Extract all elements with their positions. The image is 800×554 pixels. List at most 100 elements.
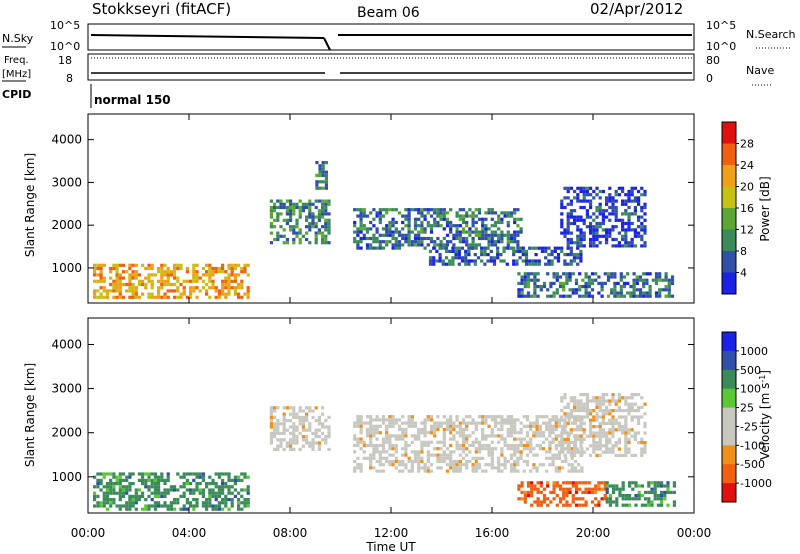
power-data-cell bbox=[643, 205, 647, 210]
velocity-data-cell bbox=[359, 447, 363, 451]
power-data-cell bbox=[490, 208, 494, 212]
power-data-cell bbox=[490, 211, 494, 215]
velocity-data-cell bbox=[640, 396, 644, 400]
velocity-data-cell bbox=[201, 472, 205, 476]
power-data-cell bbox=[362, 214, 366, 218]
velocity-data-cell bbox=[378, 463, 382, 467]
power-data-cell bbox=[426, 211, 430, 215]
power-data-cell bbox=[144, 286, 148, 290]
power-data-cell bbox=[324, 205, 328, 210]
velocity-data-cell bbox=[237, 478, 241, 482]
power-data-cell bbox=[273, 218, 277, 222]
velocity-data-cell bbox=[497, 466, 501, 470]
power-data-cell bbox=[521, 259, 525, 263]
velocity-data-cell bbox=[195, 485, 199, 489]
velocity-data-cell bbox=[598, 441, 602, 445]
velocity-data-cell bbox=[227, 485, 231, 489]
velocity-data-cell bbox=[533, 484, 537, 488]
velocity-data-cell bbox=[574, 490, 579, 494]
power-data-cell bbox=[590, 278, 595, 282]
power-data-cell bbox=[356, 240, 360, 244]
power-data-cell bbox=[465, 236, 469, 241]
velocity-data-cell bbox=[442, 450, 446, 454]
velocity-data-cell bbox=[554, 443, 558, 448]
power-data-cell bbox=[217, 289, 221, 293]
power-data-cell bbox=[461, 217, 466, 221]
velocity-data-cell bbox=[141, 475, 145, 479]
velocity-data-cell bbox=[365, 456, 370, 460]
power-data-cell bbox=[517, 288, 521, 292]
velocity-data-cell bbox=[513, 437, 517, 441]
power-data-cell bbox=[166, 282, 170, 287]
velocity-data-cell bbox=[666, 484, 670, 488]
velocity-data-cell bbox=[417, 453, 421, 457]
velocity-data-cell bbox=[563, 447, 567, 451]
power-data-cell bbox=[460, 256, 465, 260]
power-data-cell bbox=[121, 270, 126, 274]
velocity-data-cell bbox=[669, 490, 673, 494]
power-data-cell bbox=[436, 208, 440, 212]
velocity-data-cell bbox=[672, 500, 676, 504]
power-data-cell bbox=[473, 259, 477, 263]
power-data-cell bbox=[480, 253, 484, 257]
velocity-data-cell bbox=[292, 447, 296, 451]
power-data-cell bbox=[211, 273, 215, 277]
power-data-cell bbox=[285, 221, 289, 226]
power-data-cell bbox=[105, 292, 110, 296]
power-data-cell bbox=[372, 233, 376, 237]
velocity-data-cell bbox=[445, 463, 450, 467]
velocity-data-cell bbox=[150, 472, 154, 476]
power-data-cell bbox=[614, 199, 618, 203]
power-data-cell bbox=[401, 227, 405, 231]
velocity-data-cell bbox=[279, 441, 283, 445]
velocity-data-cell bbox=[617, 393, 621, 397]
power-data-cell bbox=[560, 199, 564, 203]
power-data-cell bbox=[324, 173, 328, 177]
power-data-cell bbox=[513, 208, 517, 212]
velocity-data-cell bbox=[568, 487, 572, 491]
power-data-cell bbox=[614, 189, 618, 194]
velocity-data-cell bbox=[407, 456, 411, 460]
power-data-cell bbox=[579, 259, 583, 263]
velocity-data-cell bbox=[410, 466, 414, 470]
power-data-cell bbox=[308, 228, 312, 232]
velocity-data-cell bbox=[324, 419, 328, 423]
power-data-cell bbox=[565, 294, 569, 298]
velocity-data-cell bbox=[611, 447, 615, 451]
power-data-cell bbox=[477, 236, 482, 241]
power-data-cell bbox=[375, 214, 379, 218]
power-data-cell bbox=[624, 212, 628, 216]
power-data-cell bbox=[654, 278, 659, 282]
velocity-data-cell bbox=[597, 481, 601, 485]
velocity-data-cell bbox=[579, 405, 583, 409]
power-data-cell bbox=[201, 273, 205, 277]
power-data-cell bbox=[487, 233, 491, 237]
velocity-colorbar-swatch bbox=[722, 464, 736, 484]
power-data-cell bbox=[594, 272, 598, 276]
velocity-data-cell bbox=[601, 444, 605, 448]
velocity-data-cell bbox=[605, 481, 609, 485]
power-data-cell bbox=[503, 233, 507, 237]
power-data-cell bbox=[324, 241, 328, 245]
velocity-data-cell bbox=[243, 488, 247, 492]
velocity-data-cell bbox=[585, 405, 589, 409]
velocity-data-cell bbox=[500, 450, 504, 454]
power-data-cell bbox=[292, 225, 296, 229]
velocity-data-cell bbox=[611, 428, 615, 432]
velocity-data-cell bbox=[471, 463, 475, 467]
velocity-data-cell bbox=[565, 500, 569, 504]
velocity-data-cell bbox=[356, 466, 360, 470]
power-data-cell bbox=[394, 227, 398, 231]
velocity-data-cell bbox=[321, 438, 325, 442]
velocity-data-cell bbox=[608, 497, 612, 501]
velocity-data-cell bbox=[587, 490, 591, 494]
power-data-cell bbox=[201, 279, 205, 283]
power-data-cell bbox=[356, 243, 360, 247]
velocity-data-cell bbox=[589, 409, 593, 413]
power-data-cell bbox=[550, 259, 554, 263]
power-data-cell bbox=[269, 205, 273, 210]
power-data-cell bbox=[589, 202, 593, 206]
velocity-data-cell bbox=[627, 412, 631, 416]
velocity-data-cell bbox=[630, 393, 634, 397]
power-data-cell bbox=[562, 285, 566, 289]
